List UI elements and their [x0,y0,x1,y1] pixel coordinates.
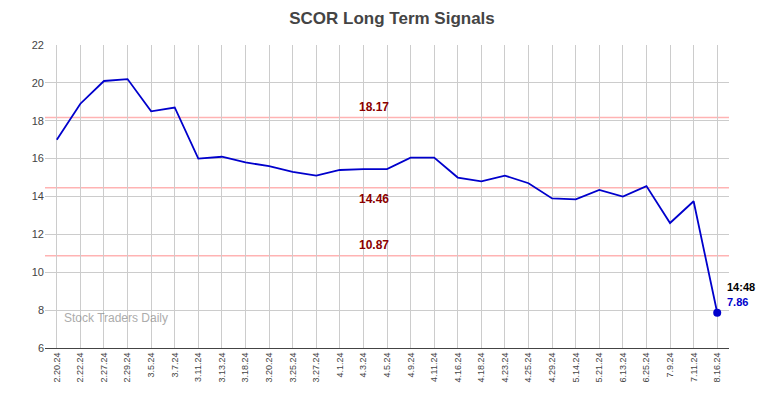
svg-text:3.18.24: 3.18.24 [240,353,250,383]
svg-text:5.14.24: 5.14.24 [571,353,581,383]
svg-text:4.18.24: 4.18.24 [476,353,486,383]
svg-text:4.11.24: 4.11.24 [429,353,439,382]
svg-text:3.27.24: 3.27.24 [311,353,321,383]
svg-text:20: 20 [32,77,44,89]
svg-text:5.21.24: 5.21.24 [594,353,604,383]
svg-text:14.46: 14.46 [359,192,389,206]
svg-text:3.20.24: 3.20.24 [264,353,274,383]
svg-text:3.11.24: 3.11.24 [193,353,203,382]
svg-text:16: 16 [32,152,44,164]
svg-text:7.9.24: 7.9.24 [665,353,675,378]
svg-text:14:48: 14:48 [727,281,755,293]
svg-text:10.87: 10.87 [359,238,389,252]
svg-text:14: 14 [32,190,44,202]
svg-text:12: 12 [32,228,44,240]
svg-text:2.27.24: 2.27.24 [99,353,109,383]
svg-text:2.22.24: 2.22.24 [75,353,85,383]
svg-text:6.25.24: 6.25.24 [641,353,651,383]
svg-text:3.13.24: 3.13.24 [217,353,227,383]
svg-text:4.9.24: 4.9.24 [406,353,416,378]
svg-text:3.25.24: 3.25.24 [288,353,298,383]
svg-text:7.86: 7.86 [727,296,748,308]
svg-text:4.29.24: 4.29.24 [547,353,557,383]
svg-text:SCOR Long Term Signals: SCOR Long Term Signals [289,9,495,28]
svg-text:18.17: 18.17 [359,100,389,114]
svg-text:10: 10 [32,266,44,278]
svg-text:Stock Traders Daily: Stock Traders Daily [64,311,168,325]
svg-text:4.5.24: 4.5.24 [382,353,392,378]
svg-text:4.16.24: 4.16.24 [453,353,463,383]
svg-text:7.11.24: 7.11.24 [689,353,699,382]
svg-text:4.23.24: 4.23.24 [500,353,510,383]
svg-text:4.3.24: 4.3.24 [358,353,368,378]
svg-text:8: 8 [38,304,44,316]
svg-text:3.5.24: 3.5.24 [146,353,156,378]
svg-text:3.7.24: 3.7.24 [170,353,180,378]
svg-text:4.25.24: 4.25.24 [523,353,533,383]
svg-text:6.13.24: 6.13.24 [618,353,628,383]
svg-text:2.29.24: 2.29.24 [122,353,132,383]
svg-text:22: 22 [32,39,44,51]
svg-text:4.1.24: 4.1.24 [335,353,345,378]
svg-text:2.20.24: 2.20.24 [52,353,62,383]
svg-text:8.16.24: 8.16.24 [712,353,722,383]
svg-text:18: 18 [32,115,44,127]
svg-text:6: 6 [38,342,44,354]
